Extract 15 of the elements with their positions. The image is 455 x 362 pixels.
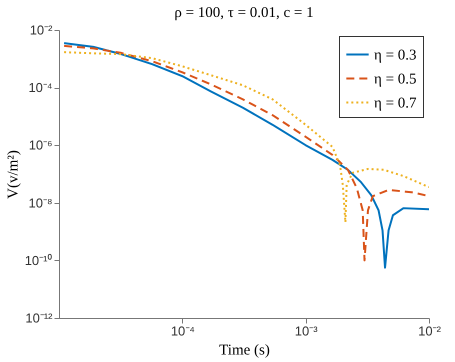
y-tick-label: 10⁻¹²	[25, 310, 54, 326]
y-tick-label: 10⁻⁴	[28, 80, 52, 96]
x-tick-label: 10⁻⁴	[170, 324, 195, 338]
y-tick-label: 10⁻²	[30, 22, 54, 38]
x-axis-title: Time (s)	[219, 342, 270, 358]
chart-title: ρ = 100, τ = 0.01, c = 1	[174, 5, 314, 21]
y-tick-label: 10⁻⁸	[28, 195, 52, 210]
legend-label: η = 0.5	[374, 72, 417, 88]
legend-label: η = 0.3	[374, 48, 417, 64]
legend-label: η = 0.7	[374, 96, 418, 112]
x-tick-label: 10⁻²	[418, 324, 442, 338]
y-tick-label: 10⁻¹⁰	[24, 252, 52, 268]
y-tick-label: 10⁻⁶	[28, 138, 52, 153]
y-axis-title: V(v/m²)	[6, 150, 22, 199]
x-tick-label: 10⁻³	[294, 324, 318, 338]
